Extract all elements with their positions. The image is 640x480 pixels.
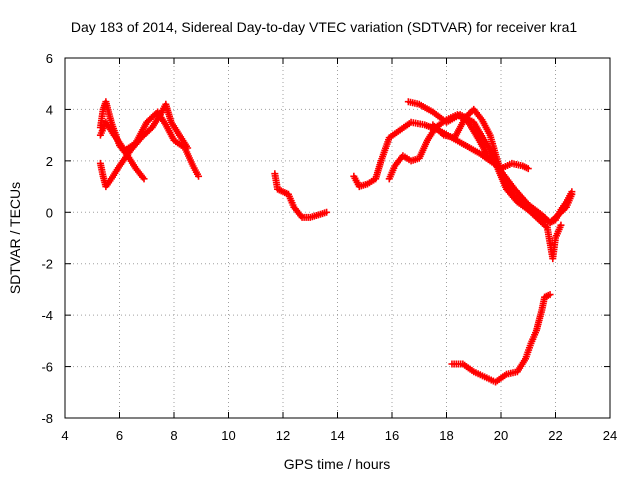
axis-ticks xyxy=(64,57,611,419)
series-track-7 xyxy=(404,98,576,227)
x-tick-label: 6 xyxy=(116,428,123,443)
y-tick-label: -2 xyxy=(41,257,53,272)
x-tick-label: 8 xyxy=(170,428,177,443)
data-points xyxy=(96,98,576,386)
series-track-3 xyxy=(96,100,192,191)
data-point xyxy=(546,291,554,299)
y-tick-label: -4 xyxy=(41,308,53,323)
x-tick-label: 10 xyxy=(221,428,235,443)
series-track-4 xyxy=(271,170,331,221)
x-tick-label: 18 xyxy=(439,428,453,443)
chart-title: Day 183 of 2014, Sidereal Day-to-day VTE… xyxy=(71,19,577,35)
data-point xyxy=(524,165,532,173)
y-tick-label: 6 xyxy=(46,51,53,66)
y-axis-label: SDTVAR / TECUs xyxy=(7,182,23,294)
x-tick-label: 16 xyxy=(385,428,399,443)
y-tick-label: 0 xyxy=(46,205,53,220)
series-track-8 xyxy=(429,105,565,263)
y-tick-label: -8 xyxy=(41,411,53,426)
y-tick-labels: -8 -6 -4 -2 0 2 4 6 xyxy=(41,51,53,426)
x-tick-label: 22 xyxy=(548,428,562,443)
x-tick-label: 24 xyxy=(603,428,617,443)
y-tick-label: -6 xyxy=(41,360,53,375)
x-tick-label: 20 xyxy=(494,428,508,443)
data-point xyxy=(323,208,331,216)
y-tick-label: 4 xyxy=(46,102,53,117)
grid-lines xyxy=(65,58,610,418)
data-point xyxy=(557,221,565,229)
x-axis-label: GPS time / hours xyxy=(284,456,391,472)
data-point xyxy=(568,188,576,196)
series-track-9 xyxy=(448,291,554,386)
x-tick-label: 14 xyxy=(330,428,344,443)
x-tick-labels: 4 6 8 10 12 14 16 18 20 22 24 xyxy=(61,428,617,443)
y-tick-label: 2 xyxy=(46,154,53,169)
data-point xyxy=(195,172,203,180)
x-tick-label: 4 xyxy=(61,428,68,443)
data-point xyxy=(140,175,148,183)
series-track-2 xyxy=(96,98,148,183)
data-point xyxy=(184,144,192,152)
x-tick-label: 12 xyxy=(276,428,290,443)
